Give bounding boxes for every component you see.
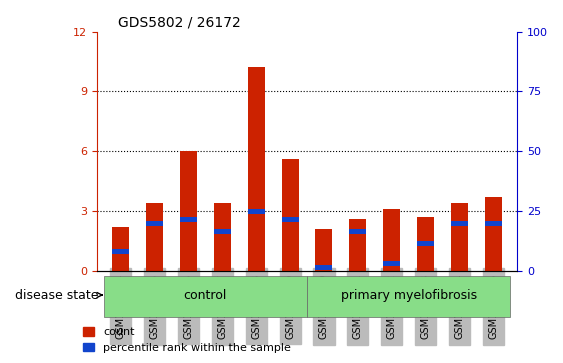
Bar: [485, 221, 502, 226]
Bar: [248, 68, 265, 271]
Bar: [383, 261, 400, 266]
Bar: [180, 217, 197, 222]
Bar: [350, 229, 367, 234]
Bar: [146, 221, 163, 226]
Bar: [383, 209, 400, 271]
FancyBboxPatch shape: [307, 276, 511, 317]
Bar: [315, 229, 332, 271]
Text: disease state: disease state: [15, 289, 102, 302]
FancyBboxPatch shape: [104, 276, 307, 317]
Bar: [451, 221, 468, 226]
Bar: [112, 227, 129, 271]
Bar: [282, 159, 298, 271]
Bar: [451, 203, 468, 271]
Legend: count, percentile rank within the sample: count, percentile rank within the sample: [79, 323, 296, 358]
Bar: [417, 217, 434, 271]
Bar: [180, 151, 197, 271]
Bar: [146, 203, 163, 271]
Bar: [350, 219, 367, 271]
Bar: [214, 203, 231, 271]
Bar: [214, 229, 231, 234]
Bar: [485, 197, 502, 271]
Bar: [112, 249, 129, 254]
Bar: [282, 217, 298, 222]
Text: control: control: [184, 289, 227, 302]
Bar: [248, 209, 265, 214]
Text: primary myelofibrosis: primary myelofibrosis: [341, 289, 477, 302]
Text: GDS5802 / 26172: GDS5802 / 26172: [118, 15, 240, 29]
Bar: [315, 265, 332, 270]
Bar: [417, 241, 434, 246]
